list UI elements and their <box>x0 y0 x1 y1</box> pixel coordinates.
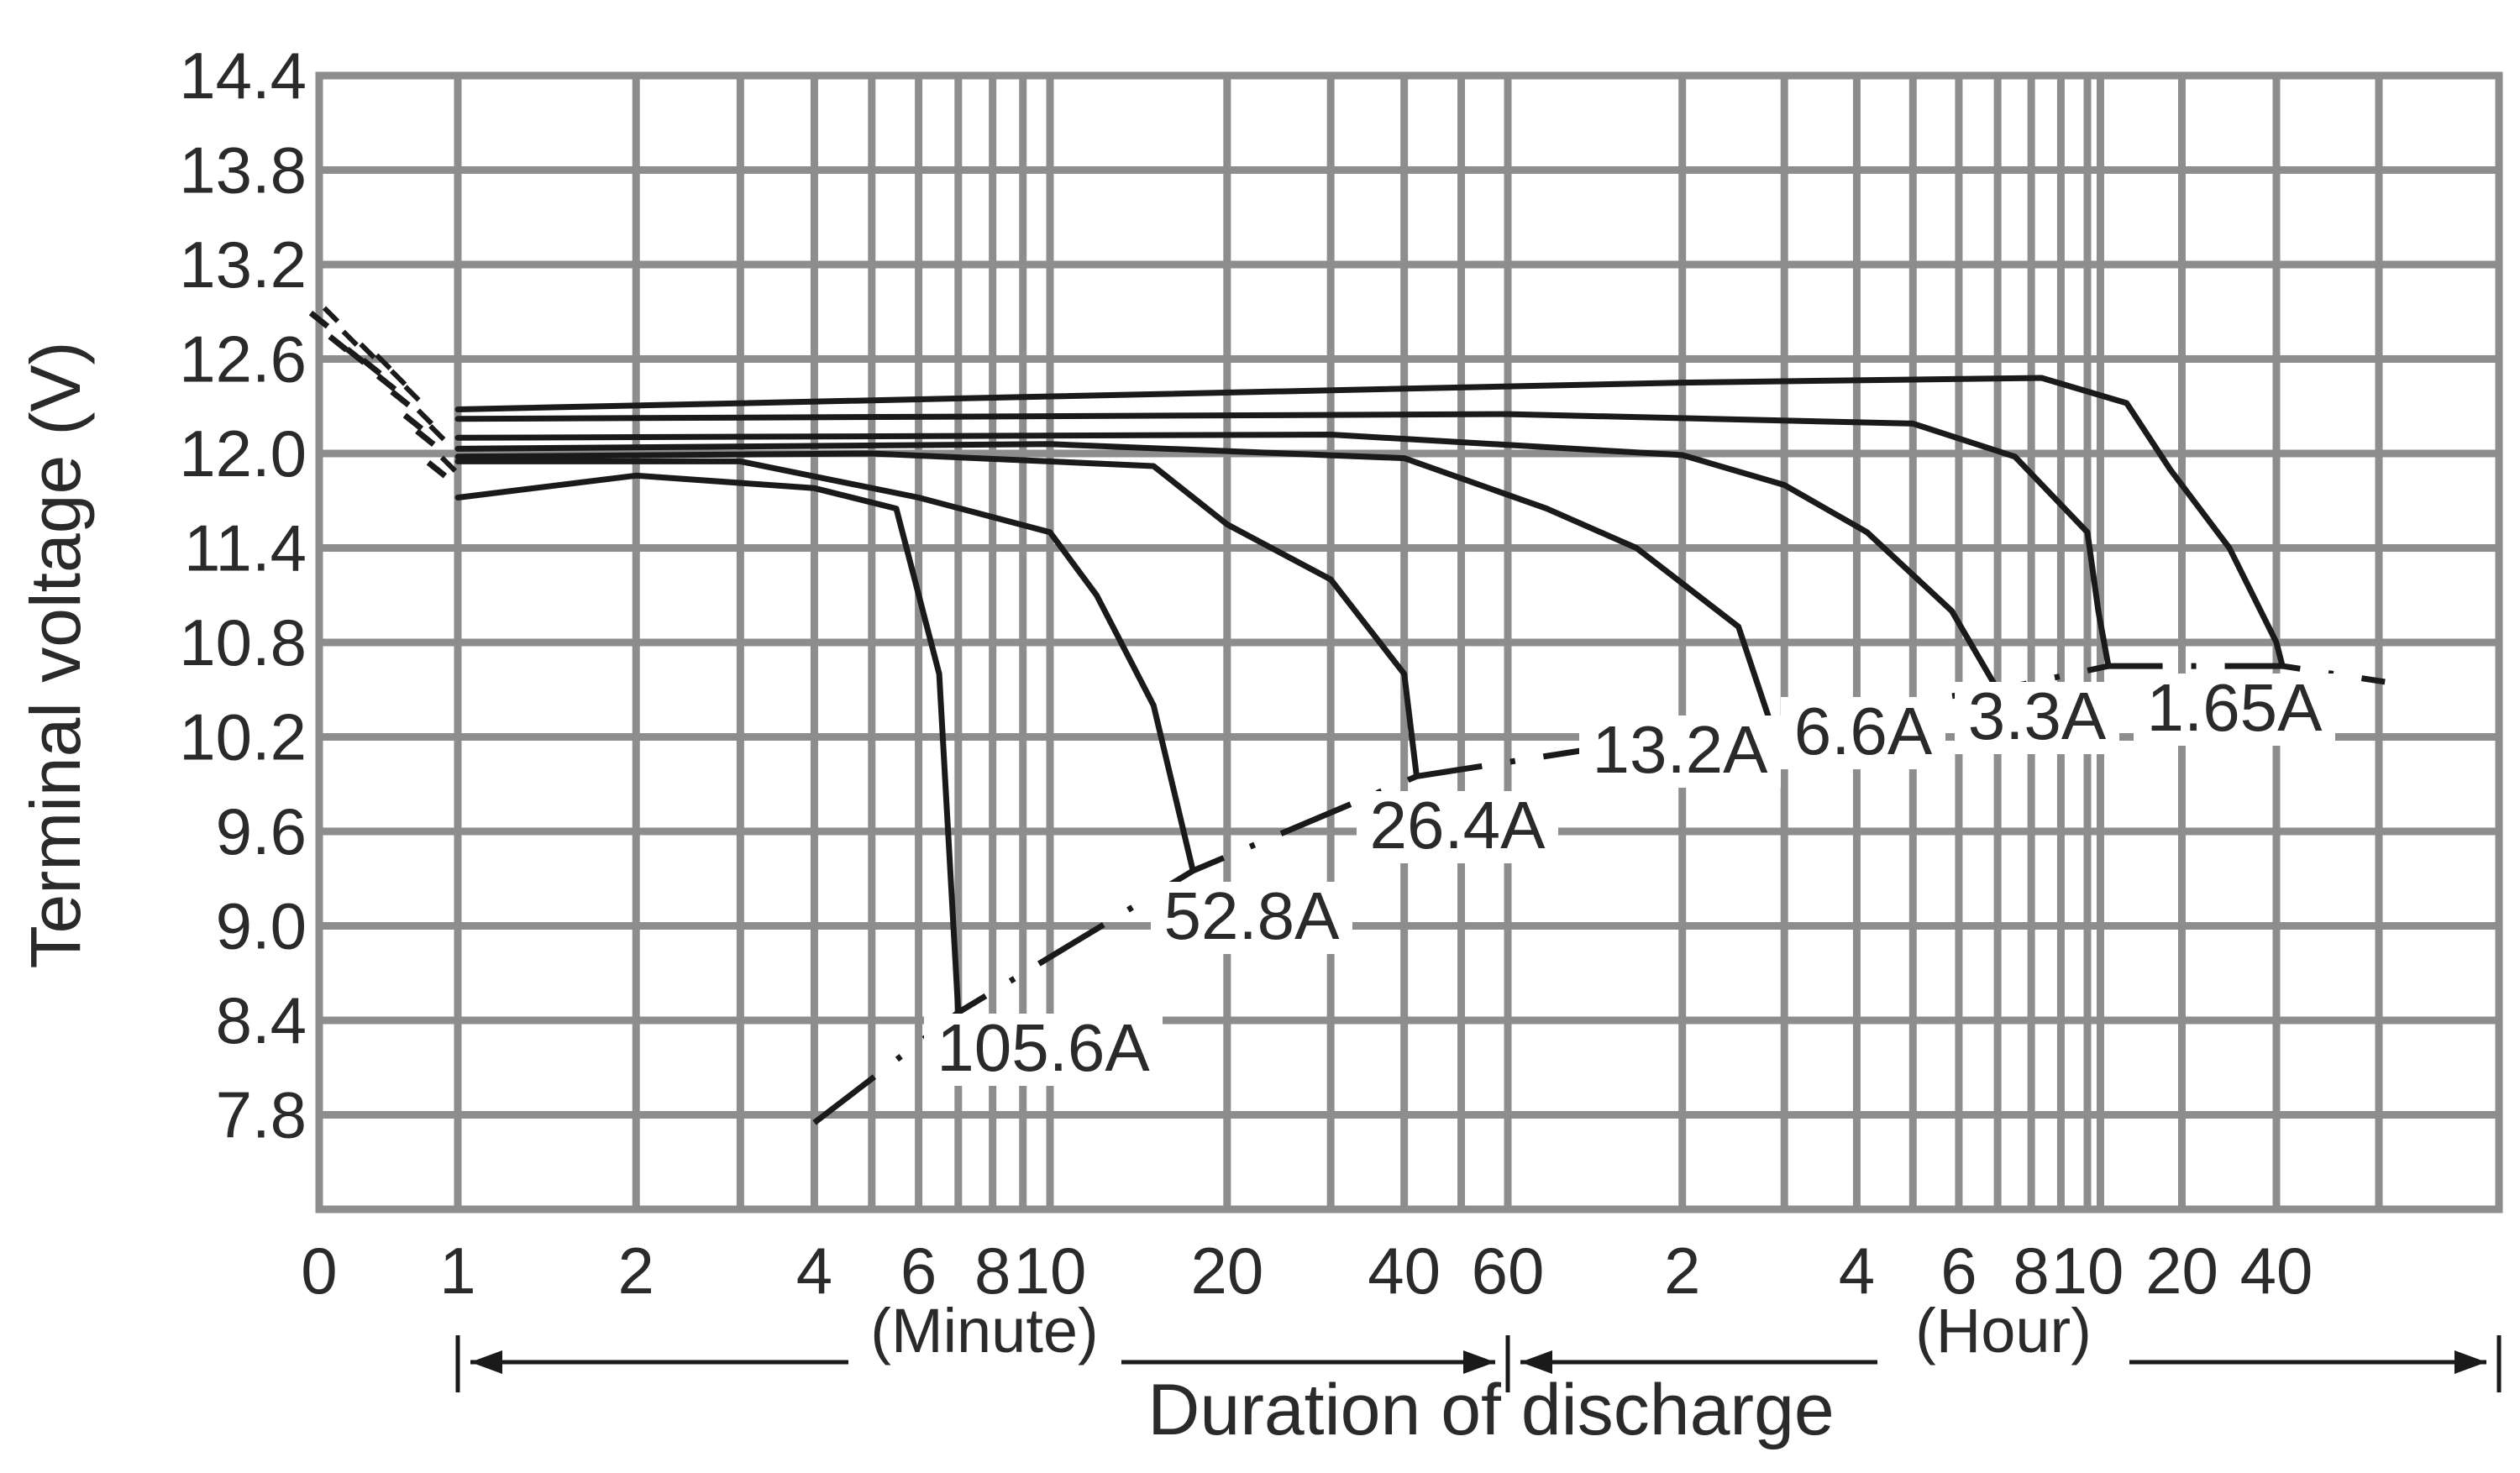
arrowhead-mid-right <box>1463 1350 1495 1374</box>
x-tick-13: 8 <box>2013 1234 2049 1308</box>
minute-unit-label: (Minute) <box>870 1296 1098 1366</box>
label-bg-3.3A <box>1955 682 2119 754</box>
initial-noise-mark-b-1 <box>341 329 359 347</box>
initial-noise-mark-3 <box>361 358 382 376</box>
x-tick-3: 4 <box>796 1234 832 1308</box>
x-tick-labels: 0 1 2 4 6 8 10 20 40 60 2 4 6 8 10 20 40 <box>301 1234 2313 1308</box>
initial-noise-mark-1 <box>328 334 349 353</box>
y-tick-8: 9.6 <box>216 794 307 868</box>
x-tick-15: 20 <box>2145 1234 2218 1308</box>
label-13.2A: 13.2A <box>1592 712 1768 787</box>
label-6.6A: 6.6A <box>1794 694 1933 768</box>
x-tick-10: 2 <box>1664 1234 1700 1308</box>
y-axis-title: Terminal voltage (V) <box>16 342 95 969</box>
x-tick-5: 8 <box>974 1234 1011 1308</box>
x-tick-16: 40 <box>2240 1234 2313 1308</box>
label-bg-6.6A <box>1781 697 1945 769</box>
y-tick-11: 7.8 <box>216 1078 307 1152</box>
y-tick-3: 12.6 <box>179 322 307 396</box>
x-tick-14: 10 <box>2051 1234 2124 1308</box>
label-3.3A: 3.3A <box>1968 679 2107 753</box>
initial-noise-mark-7 <box>415 428 436 447</box>
initial-noise-mark-b-5 <box>403 385 421 402</box>
initial-noise-mark-b-3 <box>375 353 392 370</box>
x-tick-6: 10 <box>1014 1234 1087 1308</box>
x-axis-arrows <box>455 1335 2502 1392</box>
initial-noise-mark-8 <box>426 460 448 479</box>
initial-noise-mark-b-7 <box>428 424 446 442</box>
curve-52.8A <box>454 458 1196 874</box>
hour-unit-label: (Hour) <box>1915 1296 2092 1366</box>
x-tick-9: 60 <box>1472 1234 1545 1308</box>
y-tick-5: 11.4 <box>184 511 307 585</box>
initial-noise-mark-4 <box>375 373 397 392</box>
initial-noise-mark-b-4 <box>389 369 407 386</box>
curve-13.2A <box>454 441 1773 725</box>
y-tick-1: 13.8 <box>179 134 307 207</box>
x-tick-2: 2 <box>618 1234 654 1308</box>
initial-noise-mark-5 <box>390 389 411 408</box>
label-bg-26.4A <box>1357 791 1558 863</box>
x-tick-4: 6 <box>900 1234 937 1308</box>
curve-3.3A <box>454 411 2112 669</box>
label-bg-105.6A <box>924 1014 1163 1086</box>
initial-noise-mark-2 <box>345 347 366 365</box>
label-1.65A: 1.65A <box>2146 670 2323 745</box>
arrowhead-right <box>2454 1350 2486 1374</box>
y-tick-7: 10.2 <box>179 700 307 774</box>
x-tick-8: 40 <box>1368 1234 1441 1308</box>
curve-1.65A <box>454 375 2286 669</box>
y-tick-10: 8.4 <box>216 983 307 1057</box>
curve-26.4A <box>454 450 1420 779</box>
y-tick-9: 9.0 <box>216 889 307 963</box>
arrowhead-left <box>470 1350 502 1374</box>
x-tick-1: 1 <box>439 1234 475 1308</box>
label-bg-1.65A <box>2134 674 2335 746</box>
x-axis-title: Duration of discharge <box>1147 1370 1834 1450</box>
discharge-curves <box>308 306 2386 1125</box>
x-tick-7: 20 <box>1190 1234 1263 1308</box>
initial-noise-mark-b-0 <box>322 306 340 323</box>
arrowhead-mid-left <box>1520 1350 1552 1374</box>
y-tick-4: 12.0 <box>179 417 307 490</box>
initial-noise-mark-b-8 <box>439 455 458 473</box>
label-52.8A: 52.8A <box>1163 878 1340 953</box>
y-tick-0: 14.4 <box>179 39 307 113</box>
initial-noise-mark-b-6 <box>416 408 434 426</box>
initial-noise-mark-6 <box>402 412 424 432</box>
initial-noise-mark-0 <box>308 310 330 329</box>
x-tick-12: 6 <box>1940 1234 1977 1308</box>
curve-105.6A <box>454 472 962 1016</box>
label-26.4A: 26.4A <box>1369 788 1546 862</box>
x-tick-0: 0 <box>301 1234 337 1308</box>
label-bg-52.8A <box>1151 882 1352 954</box>
x-tick-11: 4 <box>1839 1234 1875 1308</box>
y-tick-6: 10.8 <box>179 605 307 679</box>
initial-noise-mark-b-2 <box>359 342 376 359</box>
curve-6.6A <box>454 432 2001 693</box>
label-bg-13.2A <box>1579 716 1781 788</box>
y-tick-labels: 14.4 13.8 13.2 12.6 12.0 11.4 10.8 10.2 9.6 9.0 8.… <box>179 39 307 1152</box>
label-105.6A: 105.6A <box>937 1010 1150 1085</box>
y-tick-2: 13.2 <box>179 228 307 301</box>
